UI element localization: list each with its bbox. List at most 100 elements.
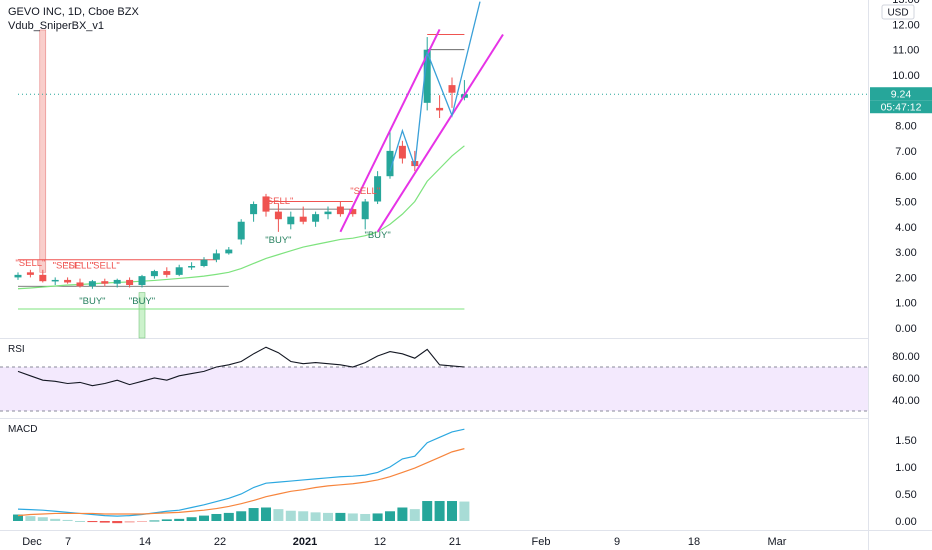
macd-histogram-bar xyxy=(248,508,259,521)
macd-histogram-bar xyxy=(137,521,147,522)
rsi-line xyxy=(17,346,465,387)
macd-histogram-bar xyxy=(211,513,222,521)
time-tick-label: 12 xyxy=(374,536,386,548)
candle-body xyxy=(324,211,332,215)
candle-body xyxy=(126,279,134,285)
macd-histogram-bar xyxy=(397,507,408,521)
price-axis[interactable]: 0.00 1.00 2.00 3.00 4.00 5.00 6.00 7.00 8.00 10.0… xyxy=(892,0,920,335)
price-tick-label: 5.00 xyxy=(895,197,916,209)
macd-title[interactable]: MACD xyxy=(8,424,37,435)
candle-body xyxy=(138,276,146,285)
macd-histogram-bar xyxy=(124,521,135,523)
macd-histogram-bar xyxy=(335,512,346,521)
candle-body xyxy=(26,272,34,275)
macd-tick-label: 1.00 xyxy=(895,462,916,474)
macd-histogram-bar xyxy=(434,501,445,521)
candle-body xyxy=(175,267,183,275)
macd-tick-label: 1.50 xyxy=(895,435,916,447)
price-tick-label: 12.00 xyxy=(892,19,920,31)
rsi-tick-label: 40.00 xyxy=(892,395,920,407)
time-tick-label: Mar xyxy=(768,536,787,548)
candle-body xyxy=(88,281,96,287)
candle-body xyxy=(250,204,258,215)
candle-body xyxy=(150,271,158,277)
candle-body xyxy=(374,176,382,202)
macd-histogram-bar xyxy=(459,501,470,521)
time-axis[interactable]: Dec 7 14 22 2021 12 21 Feb 9 18 Mar xyxy=(22,536,787,548)
macd-histogram-bar xyxy=(37,517,48,521)
candle-body xyxy=(386,150,394,177)
candle-body xyxy=(212,253,220,260)
macd-histogram-bar xyxy=(347,513,358,521)
macd-histogram-bar xyxy=(87,521,98,523)
price-tick-label: 11.00 xyxy=(893,45,920,57)
rsi-tick-label: 60.00 xyxy=(892,373,920,385)
price-tick-label: 3.00 xyxy=(895,247,916,259)
signal-label: "SELL" xyxy=(15,258,45,269)
price-tick-label: 13.00 xyxy=(892,0,920,6)
macd-histogram-bar xyxy=(186,517,197,521)
price-tick-label: 7.00 xyxy=(895,146,916,158)
macd-histogram-bar xyxy=(236,511,247,521)
symbol-title[interactable]: GEVO INC, 1D, Cboe BZX xyxy=(8,6,139,18)
time-tick-label: 18 xyxy=(688,536,700,548)
candle-body xyxy=(336,206,344,215)
candle-body xyxy=(274,211,282,220)
candle-body xyxy=(76,282,84,287)
price-tick-label: 8.00 xyxy=(895,121,916,133)
macd-histogram-bar xyxy=(261,507,271,521)
candle-body xyxy=(436,107,444,111)
time-tick-label: 9 xyxy=(614,536,620,548)
signal-label: "BUY" xyxy=(129,296,155,307)
price-tick-label: 0.00 xyxy=(895,323,916,335)
rsi-band xyxy=(0,367,868,411)
signal-annotations: "SELL" "SELL""SELL""SELL""BUY" "BUY""SELL"… xyxy=(15,186,390,307)
sell-signal-bar xyxy=(39,29,47,273)
macd-histogram-bar xyxy=(174,518,185,521)
candle-body xyxy=(51,279,59,282)
channel-line xyxy=(339,29,441,233)
macd-histogram-bar xyxy=(285,510,296,521)
signal-label: "SELL" xyxy=(350,186,380,197)
candle-body xyxy=(398,145,406,159)
countdown-label: 05:47:12 xyxy=(881,102,922,114)
candle-body xyxy=(299,216,307,222)
macd-tick-label: 0.00 xyxy=(895,516,916,528)
macd-histogram-bar xyxy=(112,521,123,524)
signal-bars xyxy=(18,29,868,339)
projection-zigzag-line xyxy=(389,1,481,172)
macd-histogram-bar xyxy=(310,512,321,521)
candle-body xyxy=(101,281,109,284)
price-tick-label: 6.00 xyxy=(895,171,916,183)
current-price-label: 9.24 xyxy=(891,89,912,101)
signal-label: "SELL" xyxy=(53,261,83,272)
macd-histogram-bar xyxy=(223,512,234,521)
macd-pane: 0.00 0.50 1.00 1.50 xyxy=(13,428,917,528)
candle-body xyxy=(163,271,171,275)
price-tick-label: 2.00 xyxy=(895,272,916,284)
candle-body xyxy=(262,196,270,212)
currency-label: USD xyxy=(887,8,908,19)
time-tick-label: 2021 xyxy=(293,536,317,548)
macd-histogram-bar xyxy=(385,511,395,521)
current-price-badge xyxy=(870,87,932,101)
candle-body xyxy=(361,201,369,220)
macd-line xyxy=(17,428,465,517)
signal-label: "BUY" xyxy=(265,235,291,246)
candle-body xyxy=(423,49,431,103)
macd-histogram-bar xyxy=(298,511,309,521)
candle-body xyxy=(349,209,357,215)
time-tick-label: 14 xyxy=(139,536,151,548)
macd-histogram-bar xyxy=(161,519,172,521)
rsi-title[interactable]: RSI xyxy=(8,344,25,355)
candle-body xyxy=(39,274,47,282)
candle-body xyxy=(14,274,22,278)
indicator-title[interactable]: Vdub_SniperBX_v1 xyxy=(8,20,104,32)
signal-label: "SELL" xyxy=(65,261,95,272)
currency-badge[interactable] xyxy=(881,4,915,20)
countdown-badge xyxy=(870,100,932,114)
candle-body xyxy=(287,216,295,225)
macd-histogram-bar xyxy=(13,514,23,521)
time-tick-label: Feb xyxy=(532,536,551,548)
